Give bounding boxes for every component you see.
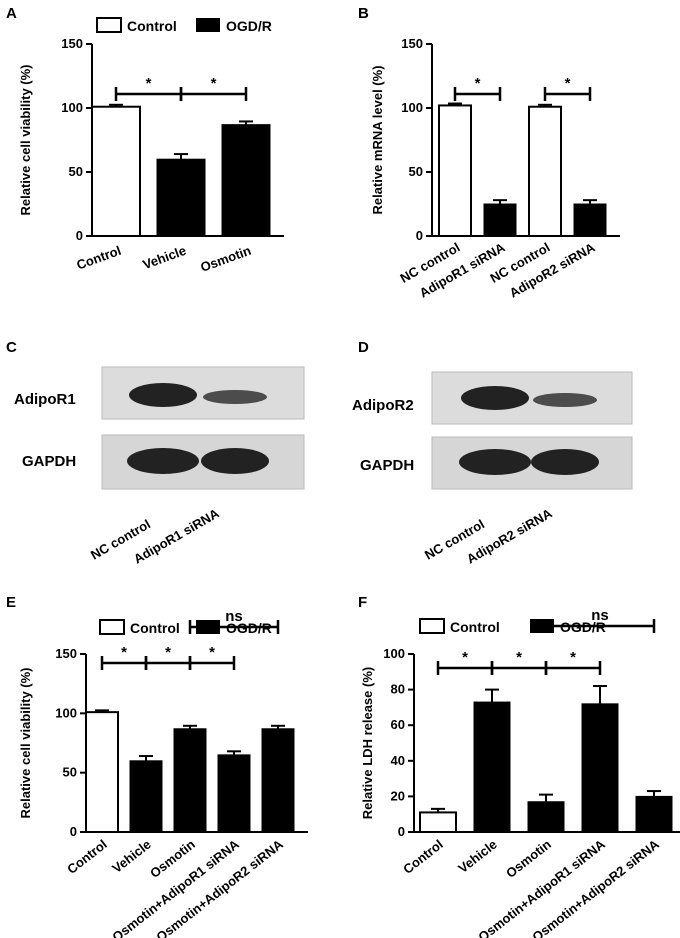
bar-f-2 (527, 801, 565, 833)
blot-d-band-r2-l2 (531, 449, 599, 475)
y-axis-label-e: Relative cell viability (%) (18, 667, 33, 818)
sig-label-f-2: * (570, 649, 576, 666)
blot-d-row-label-2: GAPDH (360, 457, 414, 474)
blot-c-band-r1-l2 (203, 390, 267, 404)
y-tick-label-e-3: 150 (55, 646, 77, 661)
legend-f-control-label: Control (450, 619, 500, 635)
bar-f-3 (581, 703, 619, 833)
y-tick-label-f-2: 40 (391, 753, 405, 768)
legend-e-control-swatch (99, 619, 125, 635)
y-tick-label-a-3: 150 (61, 36, 83, 51)
legend-a-ogdr-swatch (196, 18, 220, 32)
sig-label-e-0: * (121, 644, 127, 661)
y-tick-label-e-1: 50 (63, 765, 77, 780)
chart-f: 0 20 40 60 80 100 Relative LDH release (%) Cont… (360, 607, 680, 938)
x-tick-label-a-2: Osmotin (198, 243, 253, 275)
legend-a: Control OGD/R (96, 17, 272, 34)
sig-label-a-0: * (146, 75, 152, 92)
x-tick-label-a-0: Control (74, 243, 123, 273)
bar-b-2 (528, 105, 562, 237)
y-tick-label-a-0: 0 (76, 228, 83, 243)
chart-a: 0 50 100 150 Relative cell viability (%) Cont… (18, 36, 284, 275)
y-tick-label-a-2: 100 (61, 100, 83, 115)
y-axis-label-b: Relative mRNA level (%) (370, 65, 385, 214)
panel-letter-d: D (358, 339, 369, 356)
y-tick-label-f-0: 0 (398, 824, 405, 839)
bar-b-0 (438, 104, 472, 237)
sig-label-b-0: * (475, 75, 481, 92)
y-axis-label-a: Relative cell viability (%) (18, 64, 33, 215)
blot-d-lane-label-2: AdipoR2 siRNA (464, 505, 555, 566)
y-tick-label-f-1: 20 (391, 788, 405, 803)
panel-letter-b: B (358, 5, 369, 22)
bar-f-1 (473, 701, 511, 833)
x-tick-label-f-2: Osmotin (503, 837, 554, 881)
panel-letter-c: C (6, 339, 17, 356)
y-tick-label-b-1: 50 (409, 164, 423, 179)
sig-label-f-0: * (462, 649, 468, 666)
bar-e-0 (85, 711, 119, 833)
blot-c-lane-label-2: AdipoR1 siRNA (131, 505, 222, 566)
panel-letter-f: F (358, 594, 367, 611)
y-tick-label-f-4: 80 (391, 682, 405, 697)
y-tick-label-a-1: 50 (69, 164, 83, 179)
bar-e-4 (261, 728, 295, 833)
legend-f-ogdr-swatch (530, 619, 554, 633)
legend-a-control-label: Control (127, 18, 177, 34)
blot-d-band-r1-l2 (533, 393, 597, 407)
y-tick-label-b-2: 100 (401, 100, 423, 115)
legend-a-control-swatch (96, 17, 122, 33)
panel-letter-a: A (6, 5, 17, 22)
y-tick-label-e-0: 0 (70, 824, 77, 839)
blot-d: AdipoR2 GAPDH NC control AdipoR2 siRNA (352, 371, 633, 567)
legend-f: Control OGD/R (419, 618, 606, 635)
blot-c-band-r2-l1 (127, 448, 199, 474)
y-tick-label-f-5: 100 (383, 646, 405, 661)
y-tick-label-f-3: 60 (391, 717, 405, 732)
blot-c-band-r1-l1 (129, 383, 197, 407)
y-tick-label-b-3: 150 (401, 36, 423, 51)
blot-c-band-r2-l2 (201, 448, 269, 474)
sig-label-e-2: * (209, 644, 215, 661)
sig-label-e-1: * (165, 644, 171, 661)
bar-f-4 (635, 795, 673, 833)
sig-label-a-1: * (211, 75, 217, 92)
bar-e-1 (129, 760, 163, 833)
legend-f-control-swatch (419, 618, 445, 634)
blot-d-band-r1-l1 (461, 386, 529, 410)
bar-b-3 (573, 203, 607, 237)
chart-e: 0 50 100 150 Relative cell viability (%) Cont… (18, 608, 308, 938)
blot-d-band-r2-l1 (459, 449, 531, 475)
bar-a-2 (221, 124, 271, 237)
x-tick-label-f-1: Vehicle (455, 837, 500, 876)
blot-d-row-label-1: AdipoR2 (352, 397, 414, 414)
sig-label-f-3: ns (591, 607, 609, 624)
legend-a-ogdr-label: OGD/R (226, 18, 272, 34)
y-tick-label-b-0: 0 (416, 228, 423, 243)
bar-f-0 (419, 811, 457, 833)
blot-c-row-label-1: AdipoR1 (14, 391, 76, 408)
x-tick-label-a-1: Vehicle (141, 243, 188, 272)
bar-b-1 (483, 203, 517, 237)
bar-a-0 (91, 105, 141, 237)
bar-a-1 (156, 158, 206, 237)
sig-label-e-3: ns (225, 608, 243, 625)
x-tick-label-e-0: Control (64, 837, 110, 877)
blot-c-row-label-2: GAPDH (22, 453, 76, 470)
sig-label-b-1: * (565, 75, 571, 92)
bar-e-2 (173, 728, 207, 833)
y-tick-label-e-2: 100 (55, 705, 77, 720)
y-axis-label-f: Relative LDH release (%) (360, 667, 375, 819)
bar-e-3 (217, 754, 251, 833)
x-tick-label-f-0: Control (400, 837, 446, 877)
sig-label-f-1: * (516, 649, 522, 666)
panel-letter-e: E (6, 594, 16, 611)
blot-c: AdipoR1 GAPDH NC control AdipoR1 siRNA (14, 366, 305, 567)
legend-e-control-label: Control (130, 620, 180, 636)
